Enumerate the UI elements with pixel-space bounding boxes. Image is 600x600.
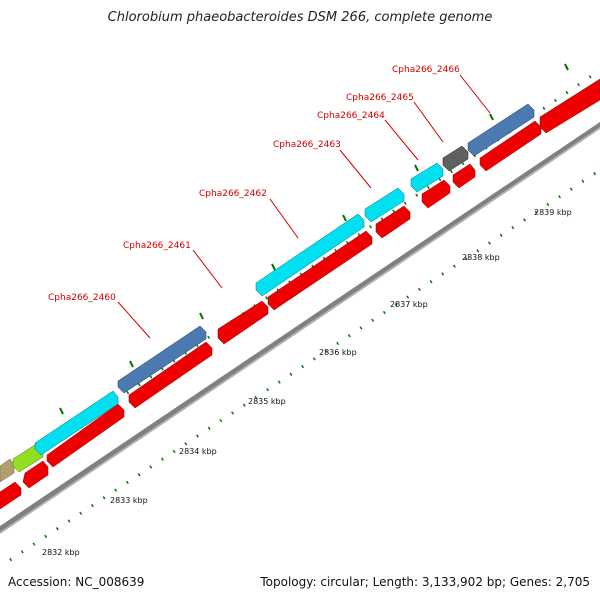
gene-red-10 bbox=[479, 120, 542, 172]
gene-cpha266-2466 bbox=[467, 103, 535, 157]
scale-label: 2836 kbp bbox=[319, 348, 357, 357]
tick-rows bbox=[0, 68, 600, 562]
gene-cpha266-2463 bbox=[364, 187, 405, 223]
gene-red-7 bbox=[375, 205, 411, 239]
gene-label: Cpha266_2466 bbox=[392, 65, 460, 75]
label-leaders bbox=[117, 74, 491, 339]
gene-cpha266-2464 bbox=[410, 162, 444, 193]
gene-cpha266-2462 bbox=[255, 213, 365, 297]
topology-label: Topology: circular; Length: 3,133,902 bp… bbox=[260, 575, 590, 589]
gene-label: Cpha266_2463 bbox=[273, 140, 341, 150]
scale-label: 2832 kbp bbox=[42, 548, 80, 557]
gene-cpha266-2460 bbox=[117, 325, 207, 394]
gene-label: Cpha266_2462 bbox=[199, 189, 267, 199]
gene-red-6 bbox=[267, 230, 373, 311]
scale-label: 2834 kbp bbox=[179, 447, 217, 456]
gene-red-1 bbox=[0, 481, 22, 510]
gene-cpha266-2459 bbox=[34, 390, 119, 456]
accession-label: Accession: NC_008639 bbox=[8, 575, 145, 589]
gene-label: Cpha266_2461 bbox=[123, 241, 191, 251]
scale-label: 2838 kbp bbox=[462, 253, 500, 262]
gene-tan bbox=[0, 458, 15, 483]
scale-label: 2835 kbp bbox=[248, 397, 286, 406]
forward-strand-genes bbox=[0, 103, 535, 483]
scale-label: 2839 kbp bbox=[534, 208, 572, 217]
reverse-strand-genes bbox=[0, 78, 600, 510]
gene-red-5 bbox=[217, 300, 269, 345]
major-ticks-outer bbox=[59, 63, 569, 415]
scale-label: 2833 kbp bbox=[110, 496, 148, 505]
gene-red-4 bbox=[128, 341, 213, 409]
scale-labels: 2832 kbp 2833 kbp 2834 kbp 2835 kbp 2836… bbox=[42, 208, 572, 557]
scale-label: 2837 kbp bbox=[390, 300, 428, 309]
gene-labels: Cpha266_2460 Cpha266_2461 Cpha266_2462 C… bbox=[48, 65, 460, 303]
gene-label: Cpha266_2464 bbox=[317, 111, 385, 121]
gene-red-9 bbox=[452, 163, 476, 189]
gene-cpha266-2465 bbox=[442, 145, 469, 172]
gene-red-8 bbox=[421, 179, 451, 209]
gene-red-11 bbox=[539, 78, 600, 134]
genome-backbone bbox=[0, 122, 600, 534]
gene-label: Cpha266_2460 bbox=[48, 293, 116, 303]
map-title: Chlorobium phaeobacteroides DSM 266, com… bbox=[107, 10, 493, 25]
gene-red-2 bbox=[22, 460, 49, 489]
gene-label: Cpha266_2465 bbox=[346, 93, 414, 103]
